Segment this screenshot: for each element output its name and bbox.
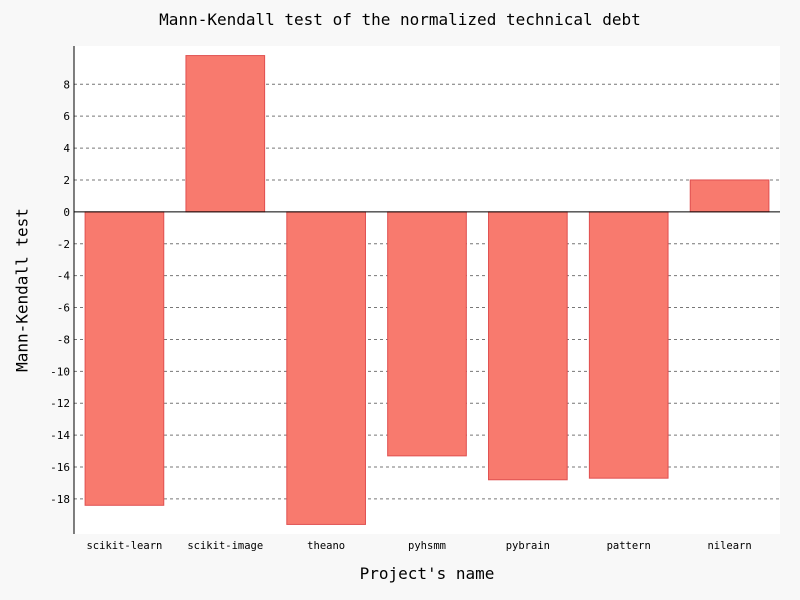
- x-tick-label: pyhsmm: [408, 540, 446, 552]
- bar: [387, 211, 467, 457]
- x-tick-label: pybrain: [506, 540, 550, 552]
- y-tick-label: 0: [63, 206, 70, 219]
- y-tick-label: -6: [57, 302, 70, 315]
- x-axis-label: Project's name: [359, 564, 495, 583]
- y-tick-label: -14: [50, 429, 70, 442]
- y-tick-label: 4: [63, 142, 70, 155]
- y-tick-label: 6: [63, 110, 70, 123]
- bar: [286, 211, 366, 525]
- y-axis-label: Mann-Kendall test: [12, 208, 32, 372]
- y-tick-label: -2: [57, 238, 70, 251]
- bar: [588, 211, 669, 479]
- bar: [185, 55, 266, 213]
- y-tick-label: 8: [63, 78, 70, 91]
- y-tick-label: 2: [63, 174, 70, 187]
- y-tick-label: -12: [50, 397, 70, 410]
- y-tick-label: -10: [50, 365, 70, 378]
- y-tick-label: -18: [50, 493, 70, 506]
- y-tick-label: -16: [50, 461, 70, 474]
- y-tick-label: -4: [57, 270, 71, 283]
- x-tick-label: nilearn: [707, 540, 751, 552]
- x-tick-label: theano: [307, 540, 345, 552]
- bar: [84, 211, 165, 506]
- x-tick-label: scikit-learn: [86, 540, 162, 552]
- x-tick-label: pattern: [607, 540, 651, 552]
- chart-title: Mann-Kendall test of the normalized tech…: [159, 10, 641, 29]
- x-tick-label: scikit-image: [187, 540, 263, 552]
- bar: [488, 211, 568, 481]
- bar: [689, 179, 770, 213]
- y-tick-label: -8: [57, 333, 70, 346]
